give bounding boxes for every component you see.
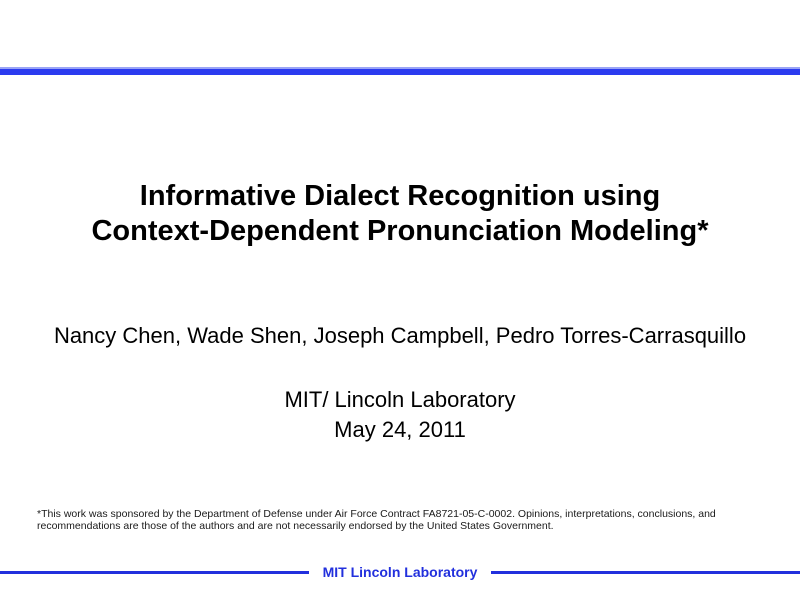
slide-title: Informative Dialect Recognition using Co…: [0, 179, 800, 249]
sponsorship-footnote: *This work was sponsored by the Departme…: [37, 508, 716, 532]
title-line-1: Informative Dialect Recognition using: [139, 180, 661, 212]
authors-line: Nancy Chen, Wade Shen, Joseph Campbell, …: [53, 323, 747, 348]
title-line-2: Context-Dependent Pronunciation Modeling…: [91, 215, 709, 247]
top-divider-bar: [0, 67, 800, 75]
date-line: May 24, 2011: [334, 417, 466, 442]
footer-label: MIT Lincoln Laboratory: [322, 564, 478, 580]
footer-rule-left: [0, 570, 309, 574]
affiliation-line: MIT/ Lincoln Laboratory: [284, 387, 516, 412]
footer: MIT Lincoln Laboratory: [0, 560, 800, 584]
footer-rule-right: [491, 570, 800, 574]
